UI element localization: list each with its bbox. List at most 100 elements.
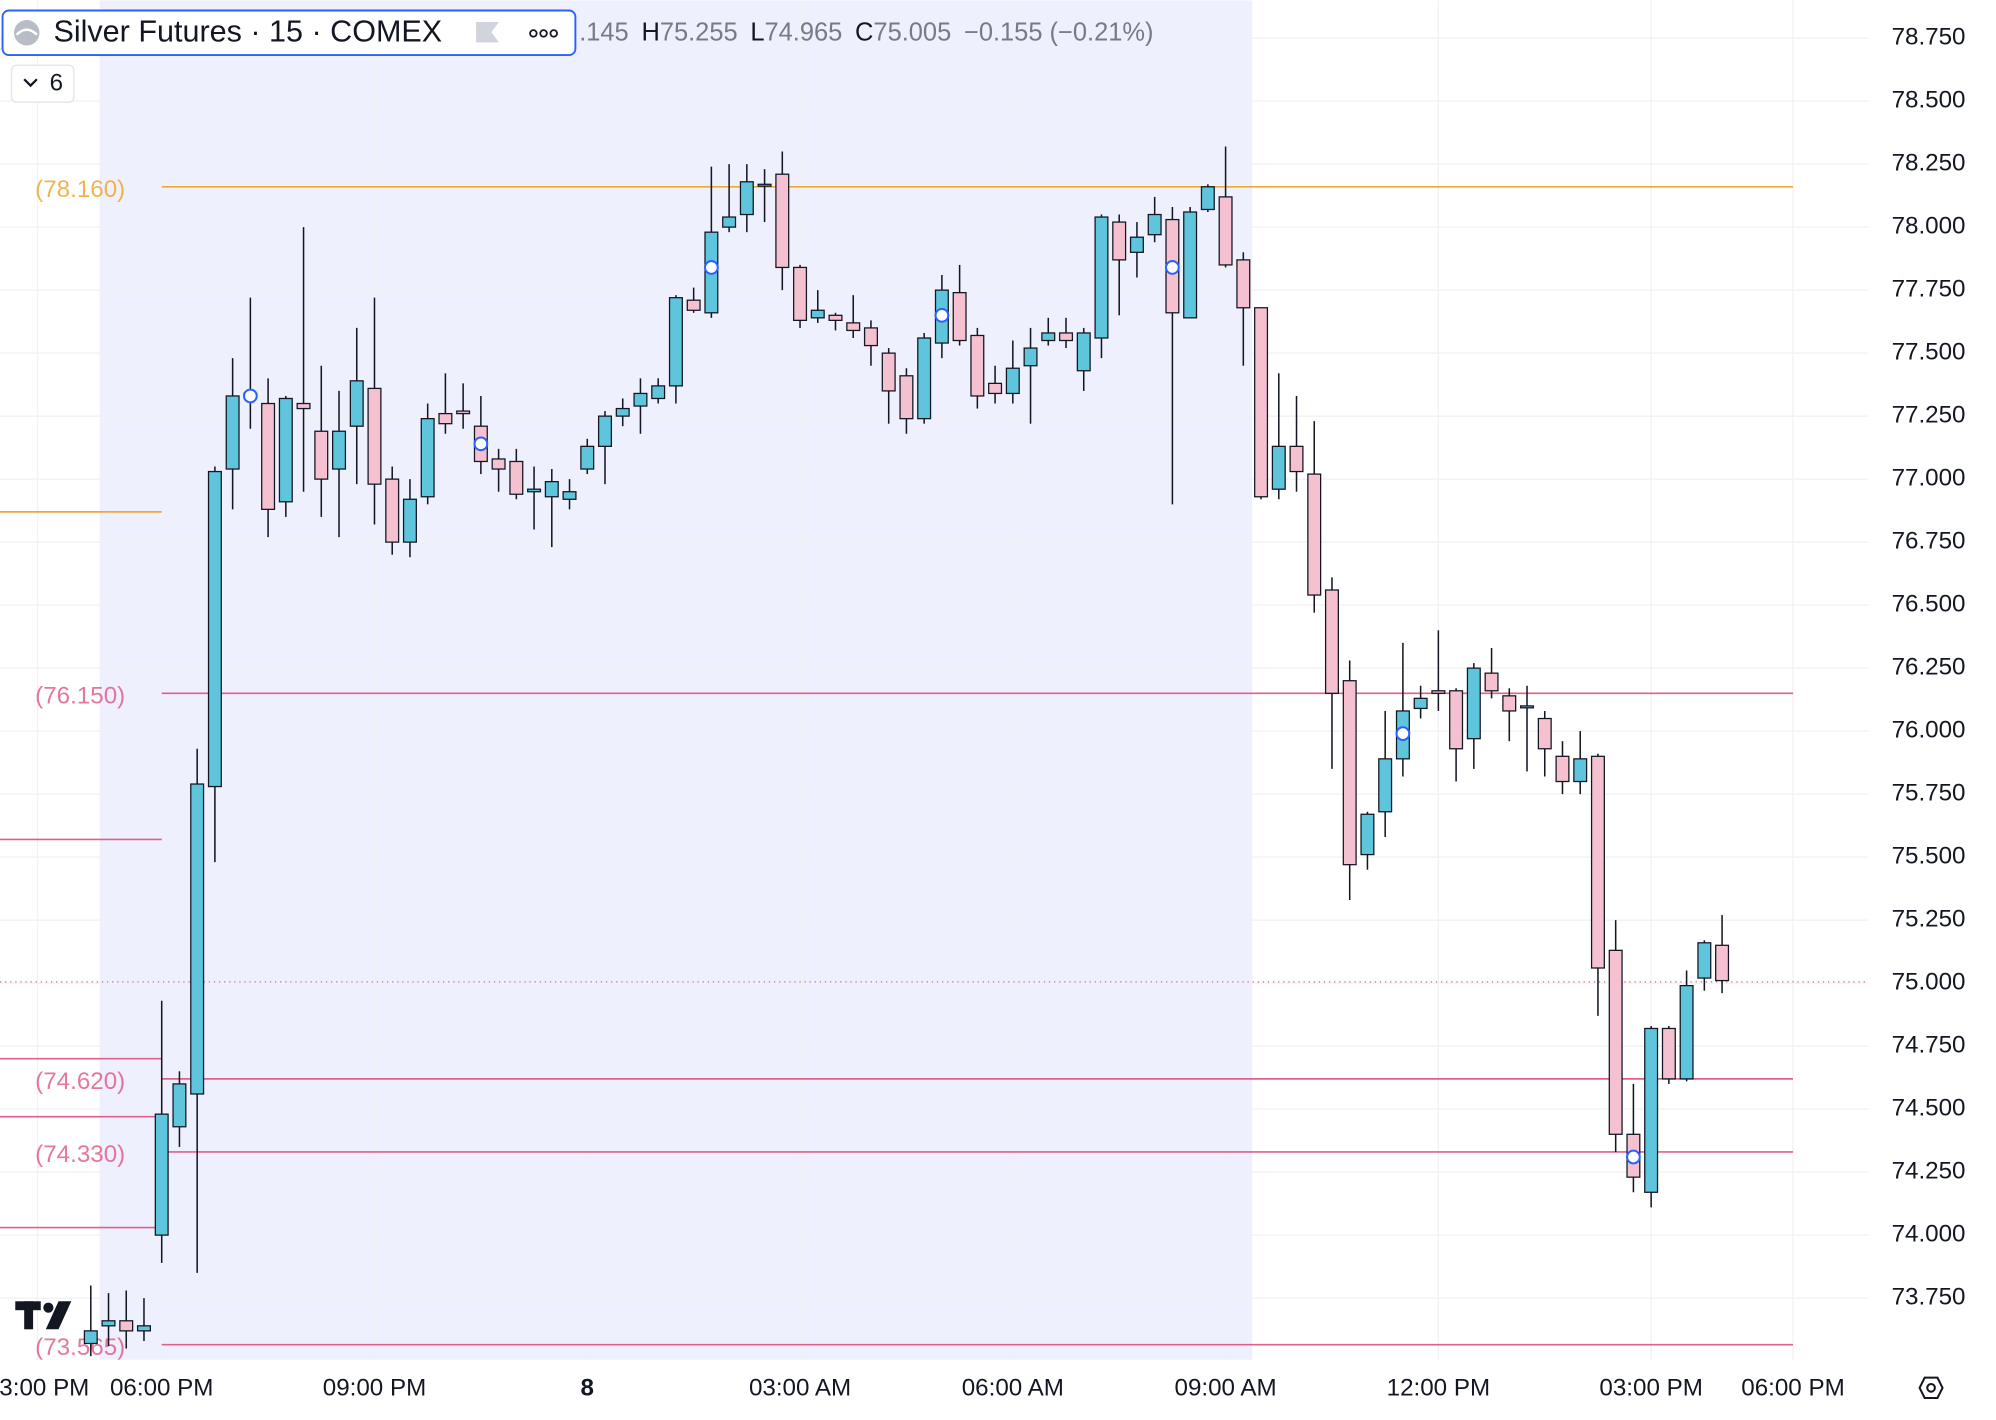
x-tick-label: 12:00 PM <box>1387 1375 1490 1402</box>
candle-body <box>988 382 1003 395</box>
candle-body <box>172 1083 187 1128</box>
y-tick-label: 77.250 <box>1892 402 1966 429</box>
high-key: H <box>641 18 659 46</box>
candle-body <box>225 395 240 470</box>
candle-body <box>863 327 878 347</box>
symbol-title: Silver Futures · 15 · COMEX <box>53 14 442 48</box>
chevron-icon <box>23 78 38 88</box>
ohlc-values: .145 H75.255 L74.965 C75.005 −0.155 (−0.21%) <box>579 18 1153 46</box>
high-value: 75.255 <box>660 18 738 46</box>
candle-body <box>367 387 382 485</box>
candle-body <box>261 402 276 510</box>
time-axis-bg <box>0 1359 1996 1420</box>
y-tick-label: 77.000 <box>1892 465 1966 492</box>
candle-body <box>917 337 932 420</box>
candle-body <box>1502 695 1517 712</box>
candle-body <box>296 402 311 410</box>
x-tick-label: 09:00 AM <box>1175 1375 1277 1402</box>
y-tick-label: 77.750 <box>1892 276 1966 303</box>
candle-body <box>1537 717 1552 750</box>
x-tick-label: 03:00 PM <box>0 1375 89 1402</box>
candle-body <box>207 470 222 788</box>
y-tick-label: 74.000 <box>1892 1220 1966 1247</box>
level-label: (73.565) <box>35 1334 125 1361</box>
candle-body <box>651 385 666 400</box>
candle-body <box>810 309 825 319</box>
candle-body <box>1431 690 1446 694</box>
indicators-toggle[interactable] <box>10 64 75 103</box>
candle-body <box>828 314 843 321</box>
candle-body <box>456 410 471 415</box>
candle-body <box>580 445 595 470</box>
candle-body <box>615 407 630 417</box>
candle-body <box>970 334 985 397</box>
candle-body <box>438 412 453 425</box>
candle-body <box>881 352 896 392</box>
candle-body <box>1254 307 1269 498</box>
level-label: (74.330) <box>35 1141 125 1168</box>
candle-body <box>1413 697 1428 710</box>
candle-body <box>1200 186 1215 211</box>
candle-body <box>314 430 329 480</box>
candle-body <box>1289 445 1304 473</box>
more-button[interactable] <box>529 29 558 38</box>
event-marker <box>242 388 258 404</box>
y-tick-label: 75.500 <box>1892 843 1966 870</box>
y-tick-label: 75.750 <box>1892 780 1966 807</box>
candle-body <box>1697 942 1712 979</box>
candle-body <box>1484 672 1499 692</box>
y-tick-label: 75.250 <box>1892 906 1966 933</box>
y-tick-label: 74.250 <box>1892 1157 1966 1184</box>
settings-button[interactable] <box>1918 1376 1944 1400</box>
candle-body <box>154 1113 169 1236</box>
candle-body <box>491 458 506 470</box>
x-tick-label: 03:00 PM <box>1599 1375 1702 1402</box>
candle-body <box>278 397 293 503</box>
candle-body <box>1679 984 1694 1080</box>
y-tick-label: 78.000 <box>1892 213 1966 240</box>
axes: 73.750 74.000 74.250 74.500 74.750 75.000 75.2… <box>0 24 1996 1420</box>
candle-body <box>1590 755 1605 969</box>
event-marker <box>703 260 719 275</box>
candle-body <box>1218 196 1233 266</box>
candle-body <box>1449 690 1464 750</box>
candle-body <box>1324 589 1339 694</box>
close-key: C <box>855 18 873 46</box>
candle-body <box>1041 332 1056 342</box>
y-tick-label: 78.750 <box>1892 24 1966 51</box>
overlay: Silver Futures · 15 · COMEX .145 H75.255 L… <box>1 9 1944 1400</box>
candle-body <box>1573 758 1588 783</box>
candle-body <box>668 297 683 387</box>
candle-body <box>562 491 577 500</box>
candle-body <box>136 1325 151 1332</box>
candle-body <box>190 783 205 1095</box>
symbol-box[interactable] <box>1 9 577 57</box>
level-label: (76.150) <box>35 683 125 710</box>
candle-body <box>349 380 364 427</box>
y-tick-label: 76.250 <box>1892 654 1966 681</box>
level-label: (78.160) <box>35 176 125 203</box>
y-tick-label: 75.000 <box>1892 969 1966 996</box>
flag-icon[interactable] <box>476 21 499 43</box>
session-shade <box>99 0 1253 1360</box>
change-value: −0.155 (−0.21%) <box>964 18 1154 46</box>
candle-body <box>899 375 914 420</box>
candle-body <box>686 299 701 311</box>
candle-body <box>952 292 967 342</box>
candle-body <box>1644 1027 1659 1193</box>
candle-body <box>1271 445 1286 490</box>
candle-body <box>1058 332 1074 342</box>
candle-body <box>1129 236 1144 253</box>
x-tick-label: 06:00 PM <box>1741 1375 1844 1402</box>
symbol-logo <box>14 20 40 46</box>
y-tick-label: 74.500 <box>1892 1094 1966 1121</box>
y-tick-label: 76.500 <box>1892 591 1966 618</box>
event-marker <box>473 436 489 452</box>
candle-body <box>739 181 754 216</box>
candle-body <box>509 460 524 495</box>
x-tick-label: 09:00 PM <box>323 1375 426 1402</box>
candle-body <box>1094 216 1109 339</box>
candle-body <box>1661 1027 1676 1080</box>
symbol-logo-mark <box>15 28 38 36</box>
